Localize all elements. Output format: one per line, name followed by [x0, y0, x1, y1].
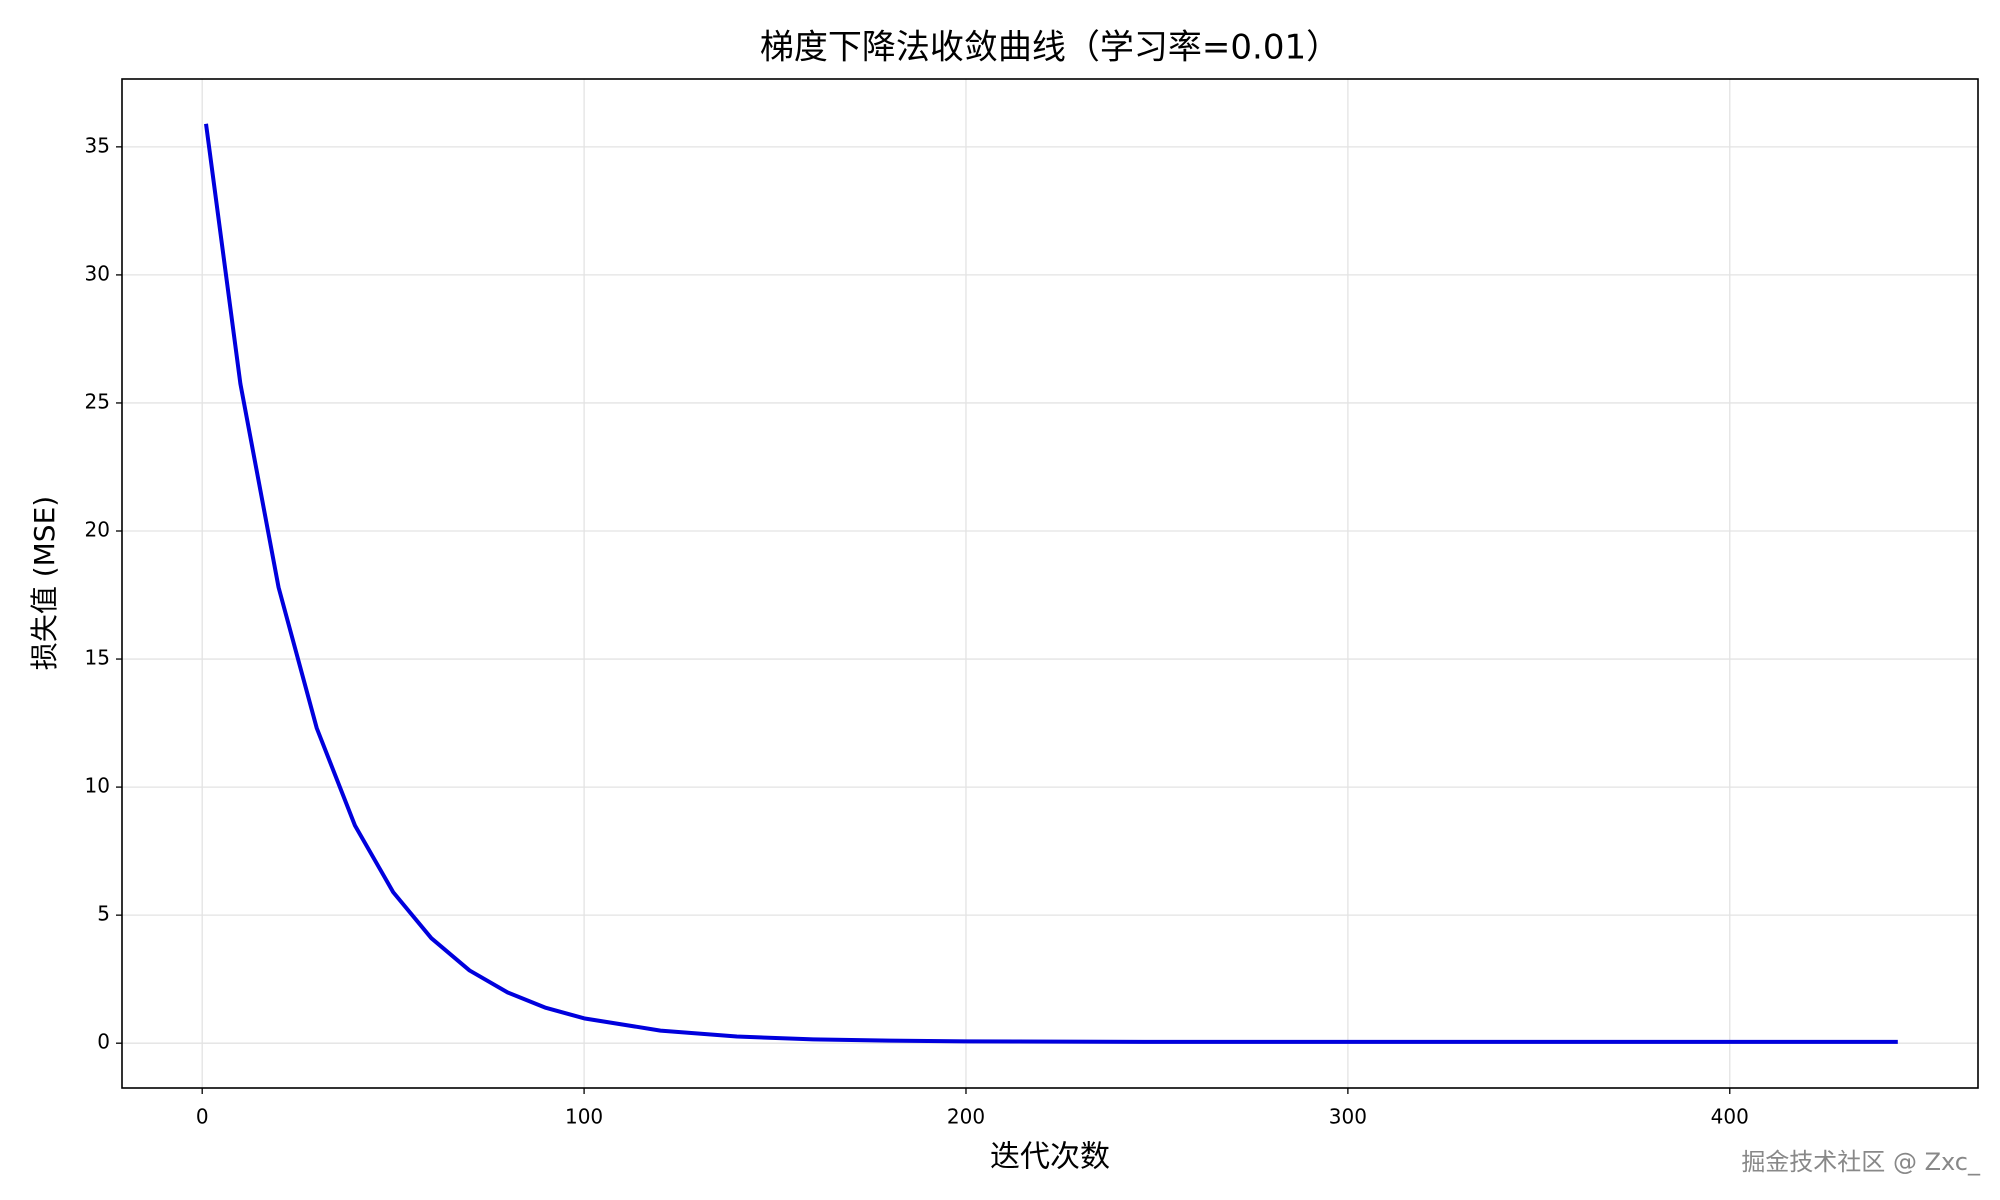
y-tick-label: 20: [85, 518, 110, 542]
y-axis-label: 损失值 (MSE): [28, 496, 61, 670]
x-tick-label: 400: [1711, 1105, 1749, 1129]
chart-title: 梯度下降法收敛曲线（学习率=0.01）: [760, 28, 1340, 68]
x-tick-label: 300: [1329, 1105, 1367, 1129]
y-tick-label: 15: [85, 646, 110, 670]
plot-frame: [121, 78, 1979, 1089]
y-tick-label: 5: [97, 902, 110, 926]
y-tick-label: 35: [85, 133, 110, 157]
line: [204, 123, 1898, 1044]
y-tick-label: 0: [97, 1030, 110, 1054]
x-tick-label: 200: [947, 1105, 985, 1129]
x-tick-label: 100: [565, 1105, 603, 1129]
x-tick-label: 0: [196, 1105, 209, 1129]
y-tick-label: 25: [85, 389, 110, 413]
y-tick-label: 10: [85, 774, 110, 798]
watermark: 掘金技术社区 @ Zxc_: [1741, 1148, 1981, 1176]
x-axis-label: 迭代次数: [990, 1140, 1110, 1175]
y-tick-label: 30: [85, 261, 110, 285]
